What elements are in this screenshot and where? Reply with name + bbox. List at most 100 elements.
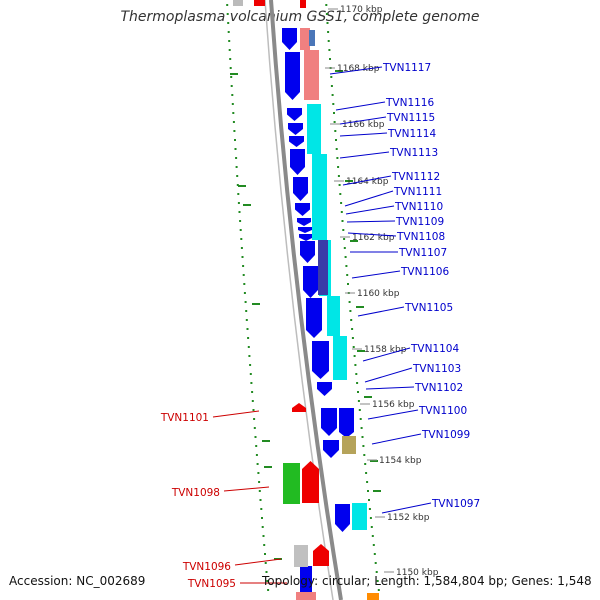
gene-leader-line — [339, 151, 390, 159]
gc-content-mark — [261, 526, 264, 528]
gc-content-mark — [261, 517, 263, 519]
forward-gene-arrow — [288, 123, 303, 135]
gc-content-mark — [237, 202, 240, 204]
gc-content-mark — [230, 85, 233, 87]
gc-content-mark — [329, 58, 331, 60]
cog-color-block — [296, 592, 316, 600]
gc-content-mark — [247, 346, 250, 348]
forward-gene-arrow — [285, 52, 300, 100]
gc-content-mark — [351, 337, 354, 339]
gene-leader-line — [351, 270, 401, 279]
forward-gene-arrow — [312, 341, 329, 379]
gc-content-mark — [353, 355, 356, 357]
gc-content-mark — [328, 49, 331, 51]
gc-content-mark — [246, 328, 249, 330]
reverse-gene-arrow — [313, 544, 329, 566]
gc-content-mark — [356, 382, 359, 384]
gene-label: TVN1101 — [160, 412, 209, 424]
gc-content-mark — [367, 490, 369, 492]
gene-label: TVN1098 — [171, 487, 220, 499]
gene-leader-line — [339, 116, 387, 125]
gene-leader-line — [234, 558, 282, 566]
gene-label: TVN1106 — [400, 266, 449, 278]
gc-content-mark — [327, 40, 330, 42]
gc-content-mark — [371, 535, 374, 537]
gene-leader-line — [365, 386, 415, 390]
gc-content-mark — [243, 292, 246, 294]
gene-leader-line — [329, 66, 383, 75]
gc-content-mark — [251, 400, 254, 402]
gc-content-mark — [334, 130, 337, 132]
gc-content-mark — [339, 193, 342, 195]
gc-content-mark — [374, 562, 377, 564]
gc-content-mark — [338, 184, 341, 186]
forward-gene-arrow — [300, 566, 312, 600]
gc-content-mark — [264, 466, 272, 468]
gc-content-mark — [252, 303, 260, 305]
gc-content-mark — [345, 180, 353, 182]
reverse-gene-arrow — [292, 403, 306, 412]
reverse-gene-arrow — [302, 461, 319, 503]
gc-content-mark — [255, 445, 258, 447]
cog-color-block — [312, 154, 327, 240]
forward-gene-arrow — [289, 136, 304, 147]
gc-content-mark — [330, 76, 333, 78]
gc-content-mark — [372, 544, 375, 546]
kbp-tick-label: 1158 kbp — [364, 345, 407, 355]
kbp-tick-label: 1152 kbp — [387, 513, 430, 523]
gene-label: TVN1102 — [414, 382, 463, 394]
gene-label: TVN1095 — [187, 578, 236, 590]
gc-content-mark — [357, 391, 359, 393]
forward-gene-arrow — [323, 440, 339, 458]
gene-feature — [233, 0, 243, 6]
gc-content-mark — [234, 139, 236, 141]
gc-content-mark — [238, 185, 246, 187]
reverse-gene-arrow — [367, 593, 379, 600]
cog-color-block — [309, 30, 315, 46]
gc-content-mark — [249, 373, 252, 375]
gc-content-mark — [365, 472, 368, 474]
gc-content-mark — [359, 418, 362, 420]
gc-content-mark — [337, 166, 340, 168]
gc-content-mark — [232, 121, 235, 123]
gc-content-mark — [239, 220, 242, 222]
gene-label: TVN1107 — [398, 247, 447, 259]
gc-content-mark — [263, 544, 266, 546]
cog-color-block — [307, 104, 321, 154]
gc-content-mark — [245, 310, 248, 312]
gc-content-mark — [377, 589, 380, 591]
gc-content-mark — [229, 67, 232, 69]
gc-content-mark — [267, 589, 270, 591]
gc-content-mark — [251, 391, 254, 393]
gc-content-mark — [327, 31, 330, 33]
gc-content-mark — [375, 571, 378, 573]
gc-content-mark — [241, 256, 244, 258]
gc-content-mark — [253, 427, 256, 429]
gc-content-mark — [336, 157, 339, 159]
gene-label: TVN1099 — [421, 429, 470, 441]
gc-content-mark — [235, 157, 238, 159]
gc-content-mark — [356, 306, 364, 308]
forward-gene-arrow — [321, 408, 337, 436]
cog-color-block — [333, 336, 347, 380]
forward-gene-arrow — [339, 408, 354, 438]
gc-content-mark — [242, 265, 245, 267]
gene-leader-line — [346, 220, 396, 223]
forward-gene-arrow — [335, 504, 350, 532]
gc-content-mark — [247, 337, 250, 339]
gc-content-mark — [368, 499, 370, 501]
gene-leader-line — [371, 433, 422, 445]
forward-gene-arrow — [293, 177, 308, 201]
gc-content-mark — [258, 481, 261, 483]
gc-content-mark — [361, 436, 364, 438]
gc-content-mark — [230, 73, 238, 75]
gc-content-mark — [343, 247, 346, 249]
gc-content-mark — [368, 508, 371, 510]
gc-content-mark — [363, 454, 366, 456]
gc-content-mark — [250, 382, 253, 384]
gene-label: TVN1100 — [418, 405, 467, 417]
gc-content-mark — [231, 94, 234, 96]
gc-content-mark — [333, 112, 335, 114]
gc-content-mark — [226, 13, 229, 15]
gene-label: TVN1108 — [396, 231, 445, 243]
